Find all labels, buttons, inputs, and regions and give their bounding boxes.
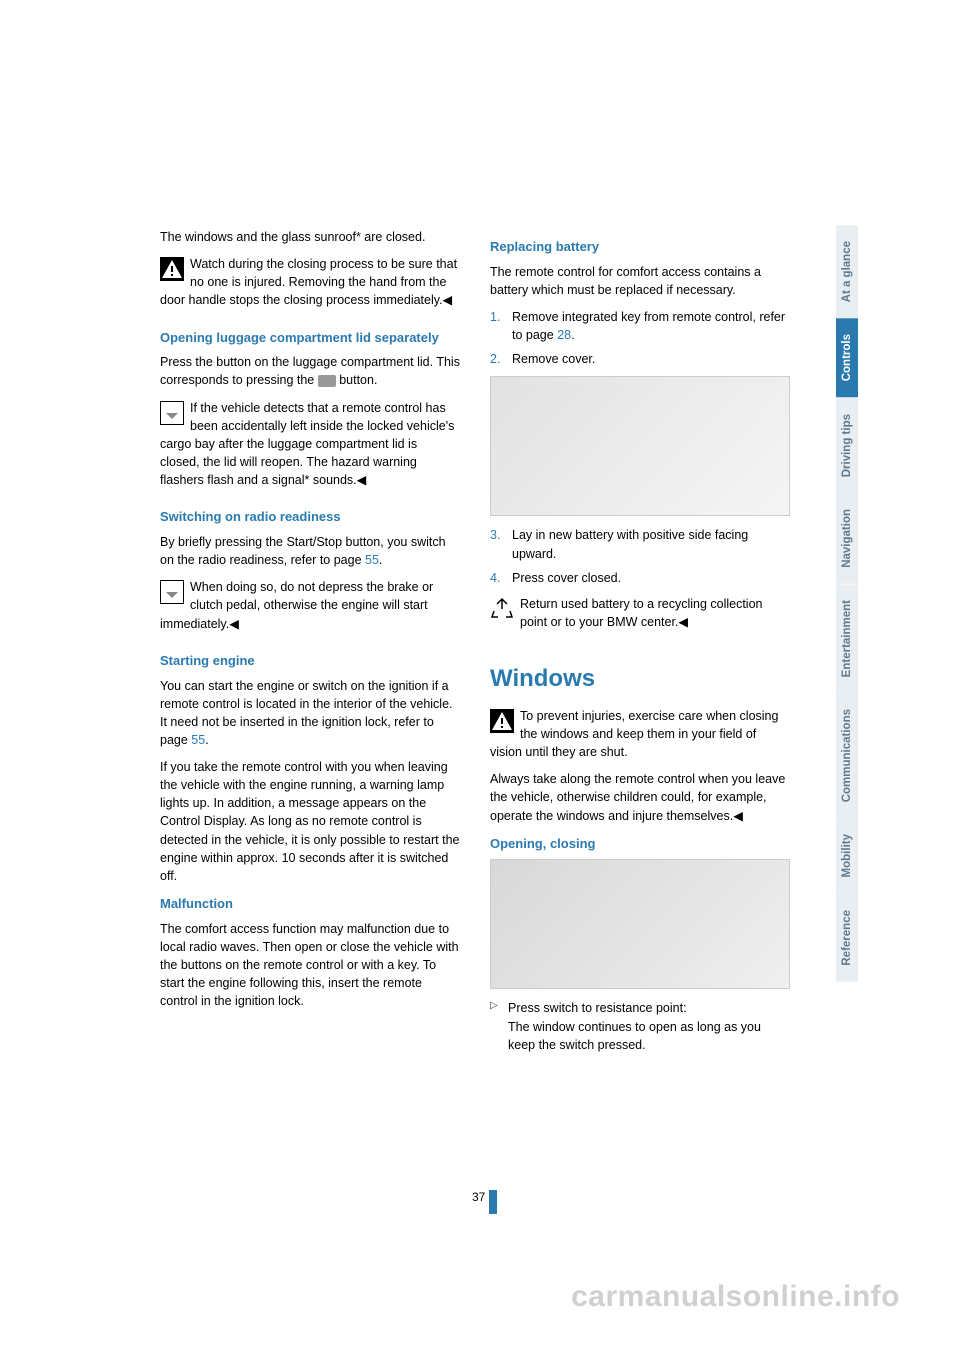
info-note-radio: When doing so, do not depress the brake … xyxy=(160,578,460,641)
start-text-1: You can start the engine or switch on th… xyxy=(160,677,460,750)
tab-communications[interactable]: Communications xyxy=(836,693,858,818)
info-icon xyxy=(160,580,184,604)
left-column: The windows and the glass sunroof* are c… xyxy=(160,228,460,1062)
radio-text: By briefly pressing the Start/Stop butto… xyxy=(160,533,460,569)
window-bullet-1: Press switch to resistance point: The wi… xyxy=(490,999,790,1053)
warning-note-text: Watch during the closing process to be s… xyxy=(160,255,460,309)
tab-reference[interactable]: Reference xyxy=(836,894,858,982)
tab-mobility[interactable]: Mobility xyxy=(836,818,858,893)
tab-driving-tips[interactable]: Driving tips xyxy=(836,398,858,493)
trunk-button-icon xyxy=(318,375,336,387)
radio-text-a: By briefly pressing the Start/Stop butto… xyxy=(160,535,446,567)
recycle-note: Return used battery to a recycling colle… xyxy=(490,595,790,640)
window-bullets: Press switch to resistance point: The wi… xyxy=(490,999,790,1053)
heading-battery: Replacing battery xyxy=(490,238,790,257)
page-number-block: 37 xyxy=(472,1190,497,1214)
step-number: 2. xyxy=(490,350,500,368)
content-columns: The windows and the glass sunroof* are c… xyxy=(160,228,800,1062)
right-column: Replacing battery The remote control for… xyxy=(490,228,790,1062)
malfunction-text: The comfort access function may malfunct… xyxy=(160,920,460,1011)
start-text-1b: . xyxy=(205,733,208,747)
recycle-note-text: Return used battery to a recycling colle… xyxy=(490,595,790,631)
warning-icon xyxy=(160,257,184,281)
page-link-55a[interactable]: 55 xyxy=(365,553,379,567)
luggage-text-a: Press the button on the luggage compartm… xyxy=(160,355,460,387)
bullet-1b: The window continues to open as long as … xyxy=(508,1020,761,1052)
bullet-1a: Press switch to resistance point: xyxy=(508,1001,687,1015)
tab-controls[interactable]: Controls xyxy=(836,318,858,397)
tab-entertainment[interactable]: Entertainment xyxy=(836,584,858,693)
intro-text: The windows and the glass sunroof* are c… xyxy=(160,228,460,246)
watermark: carmanualsonline.info xyxy=(571,1280,900,1314)
step-1a: Remove integrated key from remote contro… xyxy=(512,310,785,342)
tab-navigation[interactable]: Navigation xyxy=(836,493,858,584)
start-text-2: If you take the remote control with you … xyxy=(160,758,460,885)
step-3-text: Lay in new battery with positive side fa… xyxy=(512,528,748,560)
battery-step-3: 3. Lay in new battery with positive side … xyxy=(490,526,790,562)
luggage-text-b: button. xyxy=(336,373,378,387)
heading-radio: Switching on radio readiness xyxy=(160,508,460,527)
step-number: 1. xyxy=(490,308,500,326)
heading-malfunction: Malfunction xyxy=(160,895,460,914)
radio-text-b: . xyxy=(379,553,382,567)
battery-intro: The remote control for comfort access co… xyxy=(490,263,790,299)
step-1b: . xyxy=(571,328,574,342)
section-tabs: At a glance Controls Driving tips Naviga… xyxy=(836,225,862,981)
heading-start: Starting engine xyxy=(160,652,460,671)
page-link-28[interactable]: 28 xyxy=(557,328,571,342)
step-2-text: Remove cover. xyxy=(512,352,595,366)
battery-step-2: 2. Remove cover. xyxy=(490,350,790,368)
luggage-text: Press the button on the luggage compartm… xyxy=(160,353,460,389)
warning-note-windows: To prevent injuries, exercise care when … xyxy=(490,707,790,770)
page-number-bar xyxy=(489,1190,497,1214)
step-number: 3. xyxy=(490,526,500,544)
figure-remote-battery xyxy=(490,376,790,516)
heading-luggage: Opening luggage compartment lid separate… xyxy=(160,329,460,348)
info-icon xyxy=(160,401,184,425)
info-note-luggage: If the vehicle detects that a remote con… xyxy=(160,399,460,499)
tab-at-a-glance[interactable]: At a glance xyxy=(836,225,858,318)
info-note-luggage-text: If the vehicle detects that a remote con… xyxy=(160,399,460,490)
figure-window-switch xyxy=(490,859,790,989)
page-root: The windows and the glass sunroof* are c… xyxy=(0,0,960,1358)
warning-note-closing: Watch during the closing process to be s… xyxy=(160,255,460,318)
page-number: 37 xyxy=(472,1190,485,1204)
heading-windows: Windows xyxy=(490,662,790,697)
warning-windows-text: To prevent injuries, exercise care when … xyxy=(490,707,790,761)
info-note-radio-text: When doing so, do not depress the brake … xyxy=(160,578,460,632)
heading-opening-closing: Opening, closing xyxy=(490,835,790,854)
battery-step-4: 4. Press cover closed. xyxy=(490,569,790,587)
battery-step-1: 1. Remove integrated key from remote cont… xyxy=(490,308,790,344)
windows-text-2: Always take along the remote control whe… xyxy=(490,770,790,824)
recycle-icon xyxy=(490,597,514,621)
battery-steps-cont: 3. Lay in new battery with positive side … xyxy=(490,526,790,586)
warning-icon xyxy=(490,709,514,733)
battery-steps: 1. Remove integrated key from remote cont… xyxy=(490,308,790,368)
page-link-55b[interactable]: 55 xyxy=(191,733,205,747)
step-4-text: Press cover closed. xyxy=(512,571,621,585)
step-number: 4. xyxy=(490,569,500,587)
